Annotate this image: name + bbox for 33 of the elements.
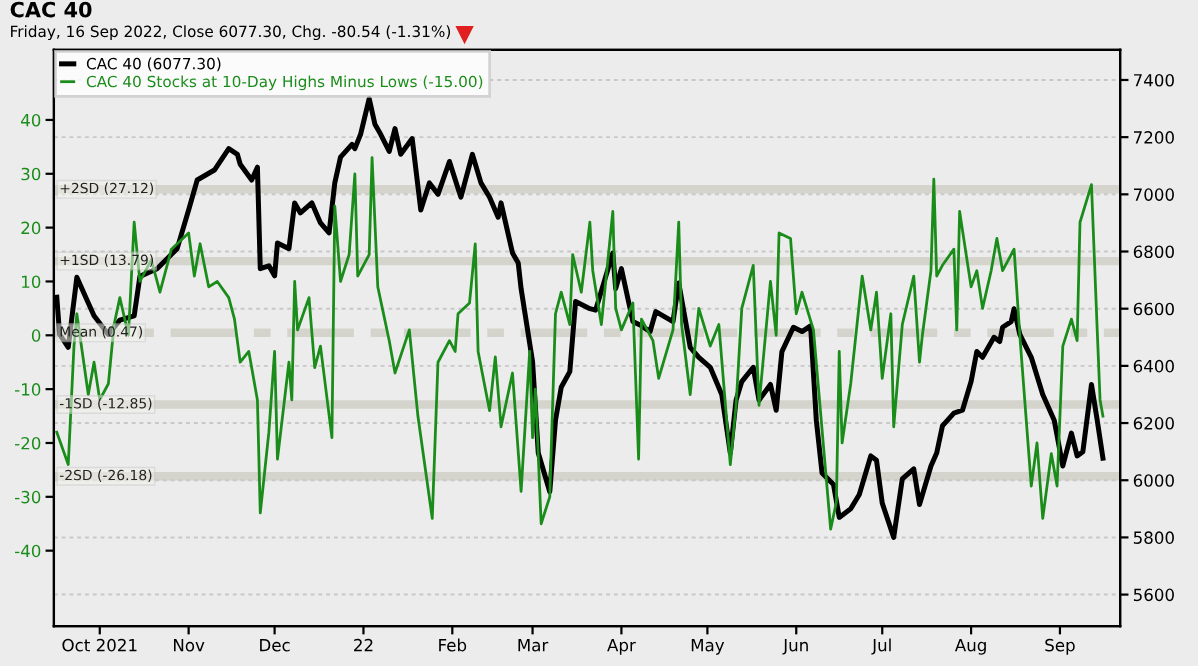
line-series [55,156,1105,531]
x-tick-label: Mar [518,639,549,652]
x-tick-label: Dec [260,639,290,652]
x-tick-label: Sep [1045,638,1075,655]
chart-title: CAC 40 [10,1,92,18]
x-tick-label: Apr [607,639,636,655]
y-tick-label: -10 [15,383,41,396]
y-tick-label: 30 [21,167,41,181]
y2-tick-label: 7000 [1134,188,1174,201]
x-tick-label: Aug [954,639,986,655]
y2-tick-label: 7200 [1134,131,1174,144]
y2-tick-label: 6200 [1133,417,1174,430]
y-tick-label: -40 [15,544,41,558]
y-tick-label: 20 [21,221,41,235]
y-tick-label: -30 [15,490,41,504]
y2-tick-label: 7400 [1134,73,1174,87]
x-tick-label: May [691,639,725,655]
x-tick-label: Jun [782,639,808,655]
y-tick-label: 10 [22,275,41,289]
y2-tick-label: 5800 [1133,531,1174,544]
y-tick-label: -20 [15,436,41,450]
y2-tick-label: 6600 [1133,302,1174,316]
y2-tick-label: 6000 [1133,474,1174,487]
x-tick-label: Oct 2021 [62,638,137,652]
x-tick-label: 22 [354,638,373,652]
x-tick-label: Jul [871,638,891,655]
x-tick-label: Feb [439,638,467,652]
y2-tick-label: 6400 [1133,359,1174,373]
y-tick-label: 0 [31,329,41,342]
y-tick-label: 40 [21,113,41,127]
x-tick-label: Nov [173,639,205,652]
y2-tick-label: 5600 [1133,588,1174,602]
y2-tick-label: 6800 [1133,245,1174,259]
